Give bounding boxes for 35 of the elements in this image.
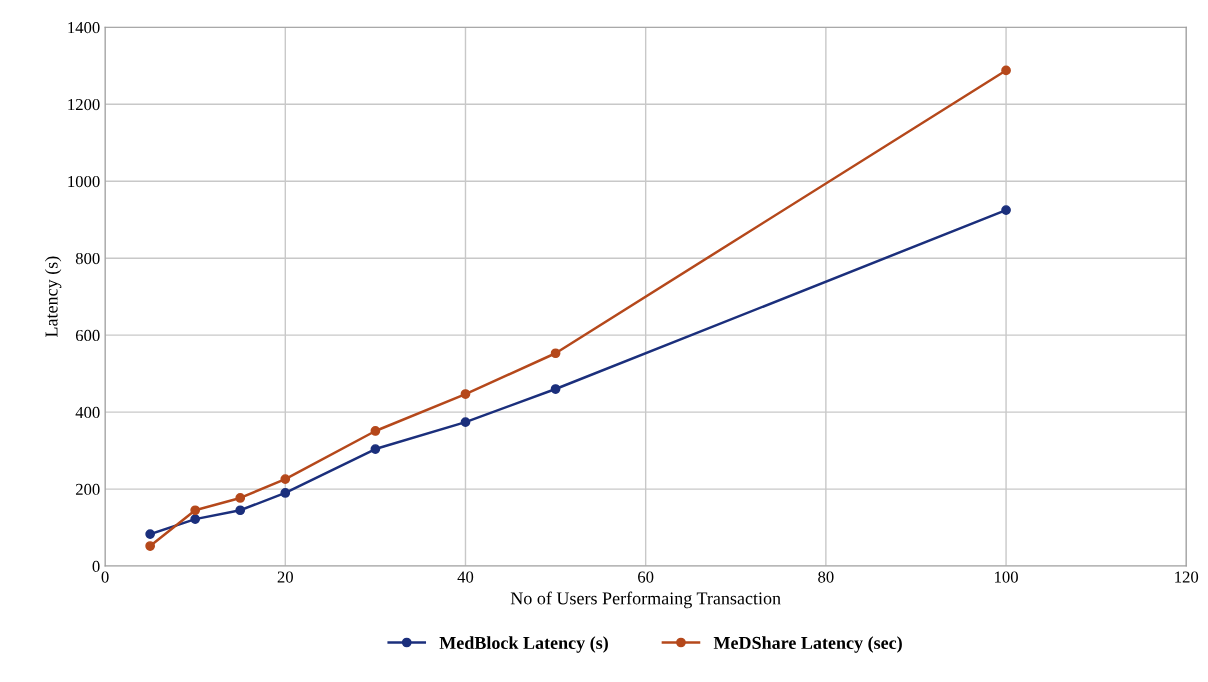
y-tick-label: 400: [75, 406, 100, 419]
y-tick-label: 0: [92, 560, 100, 573]
x-axis-title: No of Users Performaing Transaction: [510, 591, 781, 609]
point: [550, 384, 561, 394]
point: [370, 444, 381, 454]
point: [190, 514, 201, 524]
point: [145, 529, 156, 539]
point: [280, 474, 291, 484]
y-axis-title: Latency (s): [44, 256, 62, 338]
point: [1001, 205, 1011, 215]
y-tick-label: 200: [75, 483, 100, 496]
point: [1001, 65, 1011, 76]
y-tick-label: 1400: [68, 21, 100, 34]
x-tick-label: 80: [818, 571, 834, 583]
point: [235, 493, 246, 503]
point: [460, 417, 471, 427]
x-tick-label: 0: [101, 571, 109, 583]
x-tick-label: 60: [638, 571, 654, 583]
point: [280, 488, 291, 498]
point: [370, 426, 381, 436]
y-tick-label: 1200: [68, 98, 100, 111]
x-tick-label: 40: [457, 571, 474, 583]
legend-label: MeDShare Latency (sec): [713, 636, 902, 653]
point: [190, 505, 201, 516]
point: [460, 389, 471, 399]
y-tick-label: 800: [75, 252, 100, 265]
x-tick-label: 20: [277, 571, 293, 583]
x-tick-label: 120: [1175, 571, 1199, 583]
legend-label: MedBlock Latency (s): [439, 636, 608, 653]
x-tick-label: 100: [995, 571, 1018, 583]
y-tick-label: 600: [75, 329, 100, 342]
y-tick-label: 1000: [68, 175, 100, 188]
point: [145, 541, 156, 551]
point: [235, 505, 246, 516]
point: [550, 348, 561, 359]
